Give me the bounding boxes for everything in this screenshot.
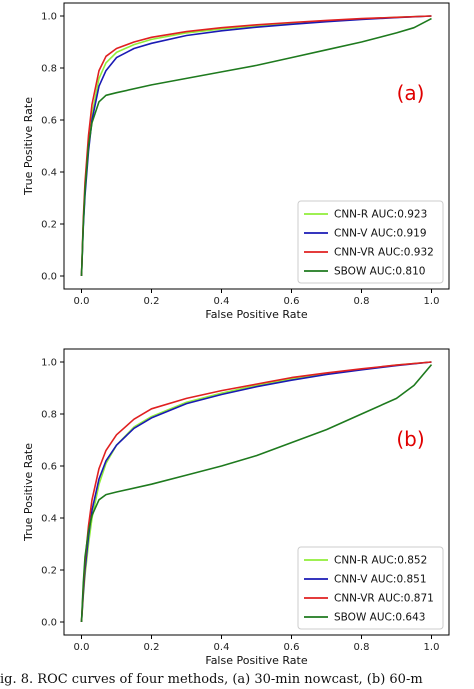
- panel-tag: (b): [396, 427, 424, 451]
- y-tick-label: 0.4: [41, 168, 57, 179]
- y-tick-label: 0.0: [41, 272, 57, 283]
- chart-panel-b: 0.0 0.2 0.4 0.6 0.8 1.0 0.0 0.2 0.4 0.6 0.8 1.0 Fals…: [22, 348, 450, 667]
- legend-box: [297, 200, 444, 284]
- y-tick-label: 0.2: [41, 220, 57, 231]
- x-axis-label: False Positive Rate: [205, 308, 307, 321]
- legend-label: SBOW AUC:0.810: [334, 266, 425, 278]
- x-tick-label: 0.0: [74, 296, 90, 307]
- legend-label: CNN-R AUC:0.852: [334, 555, 427, 567]
- legend-label: CNN-V AUC:0.851: [334, 574, 427, 586]
- legend-box: [297, 546, 444, 630]
- x-tick-label: 0.4: [214, 642, 230, 653]
- x-tick-label: 0.2: [144, 642, 160, 653]
- legend-label: CNN-R AUC:0.923: [334, 209, 427, 221]
- series-line-4: [80, 17, 432, 277]
- chart-panel-a: 0.0 0.2 0.4 0.6 0.8 1.0 0.0 0.2 0.4 0.6 0.8 1.0 Fals…: [22, 2, 450, 321]
- legend-label: CNN-VR AUC:0.932: [334, 247, 434, 259]
- y-tick-label: 1.0: [41, 358, 57, 369]
- x-tick-label: 0.0: [74, 642, 90, 653]
- series-line-4: [80, 364, 433, 623]
- y-tick-label: 0.8: [41, 64, 57, 75]
- y-axis-label: True Positive Rate: [22, 97, 35, 196]
- x-tick-label: 1.0: [424, 296, 440, 307]
- series-line-3: [80, 15, 432, 277]
- legend-label: CNN-VR AUC:0.871: [334, 593, 434, 605]
- y-tick-label: 0.8: [41, 410, 57, 421]
- legend-label: CNN-V AUC:0.919: [334, 228, 427, 240]
- x-tick-label: 0.8: [354, 296, 370, 307]
- series-line-2: [80, 361, 432, 623]
- figure-caption: ig. 8. ROC curves of four methods, (a) 3…: [0, 672, 423, 687]
- x-tick-label: 0.6: [284, 296, 300, 307]
- legend: CNN-R AUC:0.923 CNN-V AUC:0.919 CNN-VR AUC…: [297, 200, 444, 284]
- y-tick-label: 0.0: [41, 618, 57, 629]
- legend-label: SBOW AUC:0.643: [334, 612, 425, 624]
- x-tick-label: 0.8: [354, 642, 370, 653]
- y-tick-label: 0.6: [41, 116, 57, 127]
- y-axis-label: True Positive Rate: [22, 443, 35, 542]
- panel-tag: (a): [397, 81, 425, 105]
- y-tick-label: 0.6: [41, 462, 57, 473]
- y-tick-label: 0.4: [41, 514, 57, 525]
- x-axis-label: False Positive Rate: [205, 654, 307, 667]
- legend: CNN-R AUC:0.852 CNN-V AUC:0.851 CNN-VR AUC…: [297, 546, 444, 630]
- x-tick-label: 0.4: [214, 296, 230, 307]
- x-tick-label: 0.2: [144, 296, 160, 307]
- y-tick-label: 0.2: [41, 566, 57, 577]
- x-tick-label: 1.0: [424, 642, 440, 653]
- y-tick-label: 1.0: [41, 12, 57, 23]
- x-tick-label: 0.6: [284, 642, 300, 653]
